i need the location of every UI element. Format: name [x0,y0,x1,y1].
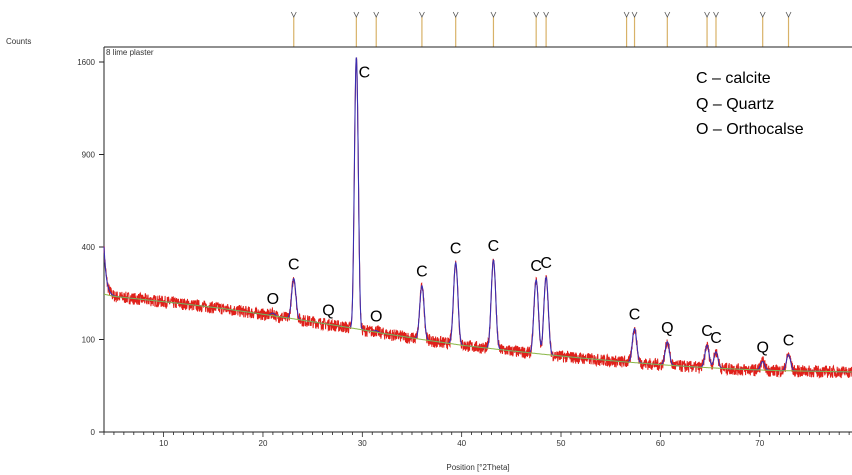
x-tick-label: 40 [457,439,466,448]
peak-label-c: C [416,264,428,281]
peak-label-o: O [267,291,279,308]
reference-marker-strip [290,11,792,47]
peak-label-q: Q [756,340,768,357]
reference-marker-tip [353,11,360,18]
reference-marker-tip [290,11,297,18]
peak-label-c: C [710,330,722,347]
reference-marker-tip [452,11,459,18]
reference-marker-tip [373,11,380,18]
observed-pattern-line [103,57,852,379]
peak-label-c: C [450,241,462,258]
peak-label-q: Q [661,320,673,337]
x-axis-title: Position [°2Theta] [446,463,509,472]
y-tick-label: 100 [82,336,96,345]
y-axis-title: Counts [6,37,31,46]
x-tick-label: 70 [755,439,764,448]
y-tick-label: 400 [82,243,96,252]
reference-marker-tip [704,11,710,18]
legend-entry-orthocalse: O – Orthocalse [696,121,804,138]
peak-label-c: C [701,323,713,340]
legend-entry-calcite: C – calcite [696,70,771,87]
peak-label-c: C [783,333,795,350]
chart-title: 8 lime plaster [106,48,154,57]
y-tick-label: 900 [82,151,96,160]
reference-marker-tip [543,11,549,18]
reference-marker-tip [664,11,671,18]
y-tick-label: 1600 [77,58,95,67]
peak-label-c: C [488,238,500,255]
peak-label-q: Q [322,303,334,320]
reference-marker-tip [713,11,719,18]
reference-marker-tip [490,11,497,18]
reference-marker-tip [759,11,766,18]
peak-label-c: C [629,307,641,324]
legend-entry-quartz: Q – Quartz [696,96,774,113]
background-line [104,293,852,373]
legend: C – calcite Q – Quartz O – Orthocalse [696,70,804,138]
x-tick-label: 60 [656,439,665,448]
y-axis-ticks: 0 100 400 900 1600 [77,58,104,437]
x-axis-ticks: 10 20 30 40 50 60 70 [103,432,850,448]
reference-marker-tip [419,11,425,18]
x-tick-label: 10 [159,439,168,448]
reference-marker-tip [623,11,630,18]
x-tick-label: 20 [259,439,268,448]
plot-area [103,57,852,379]
x-tick-label: 50 [557,439,566,448]
y-tick-label: 0 [91,428,96,437]
reference-marker-tip [631,11,638,18]
peak-label-c: C [359,64,371,81]
reference-marker-tip [533,11,540,18]
peak-label-c: C [540,255,552,272]
peak-label-o: O [370,309,382,326]
x-tick-label: 30 [358,439,367,448]
peak-label-c: C [530,258,542,275]
peak-label-c: C [288,257,300,274]
reference-marker-tip [785,11,792,18]
